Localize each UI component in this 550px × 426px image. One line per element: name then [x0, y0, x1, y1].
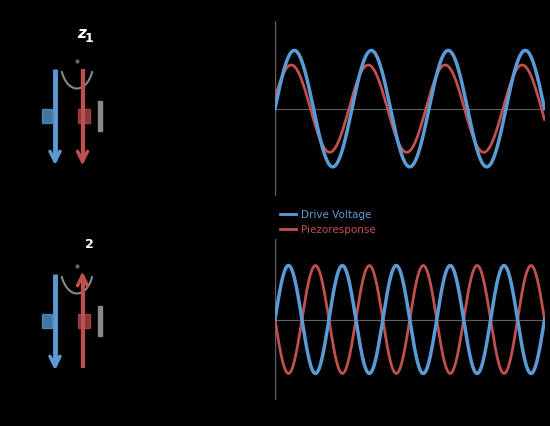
Bar — [42, 314, 52, 328]
Bar — [98, 101, 102, 131]
Legend: Drive Voltage, Piezoresponse: Drive Voltage, Piezoresponse — [280, 210, 376, 235]
Bar — [42, 109, 52, 123]
Bar — [98, 306, 102, 336]
Text: z: z — [77, 26, 86, 41]
Bar — [78, 109, 90, 123]
Text: 2: 2 — [85, 238, 94, 250]
Text: 1: 1 — [85, 32, 94, 46]
Bar — [78, 314, 90, 328]
